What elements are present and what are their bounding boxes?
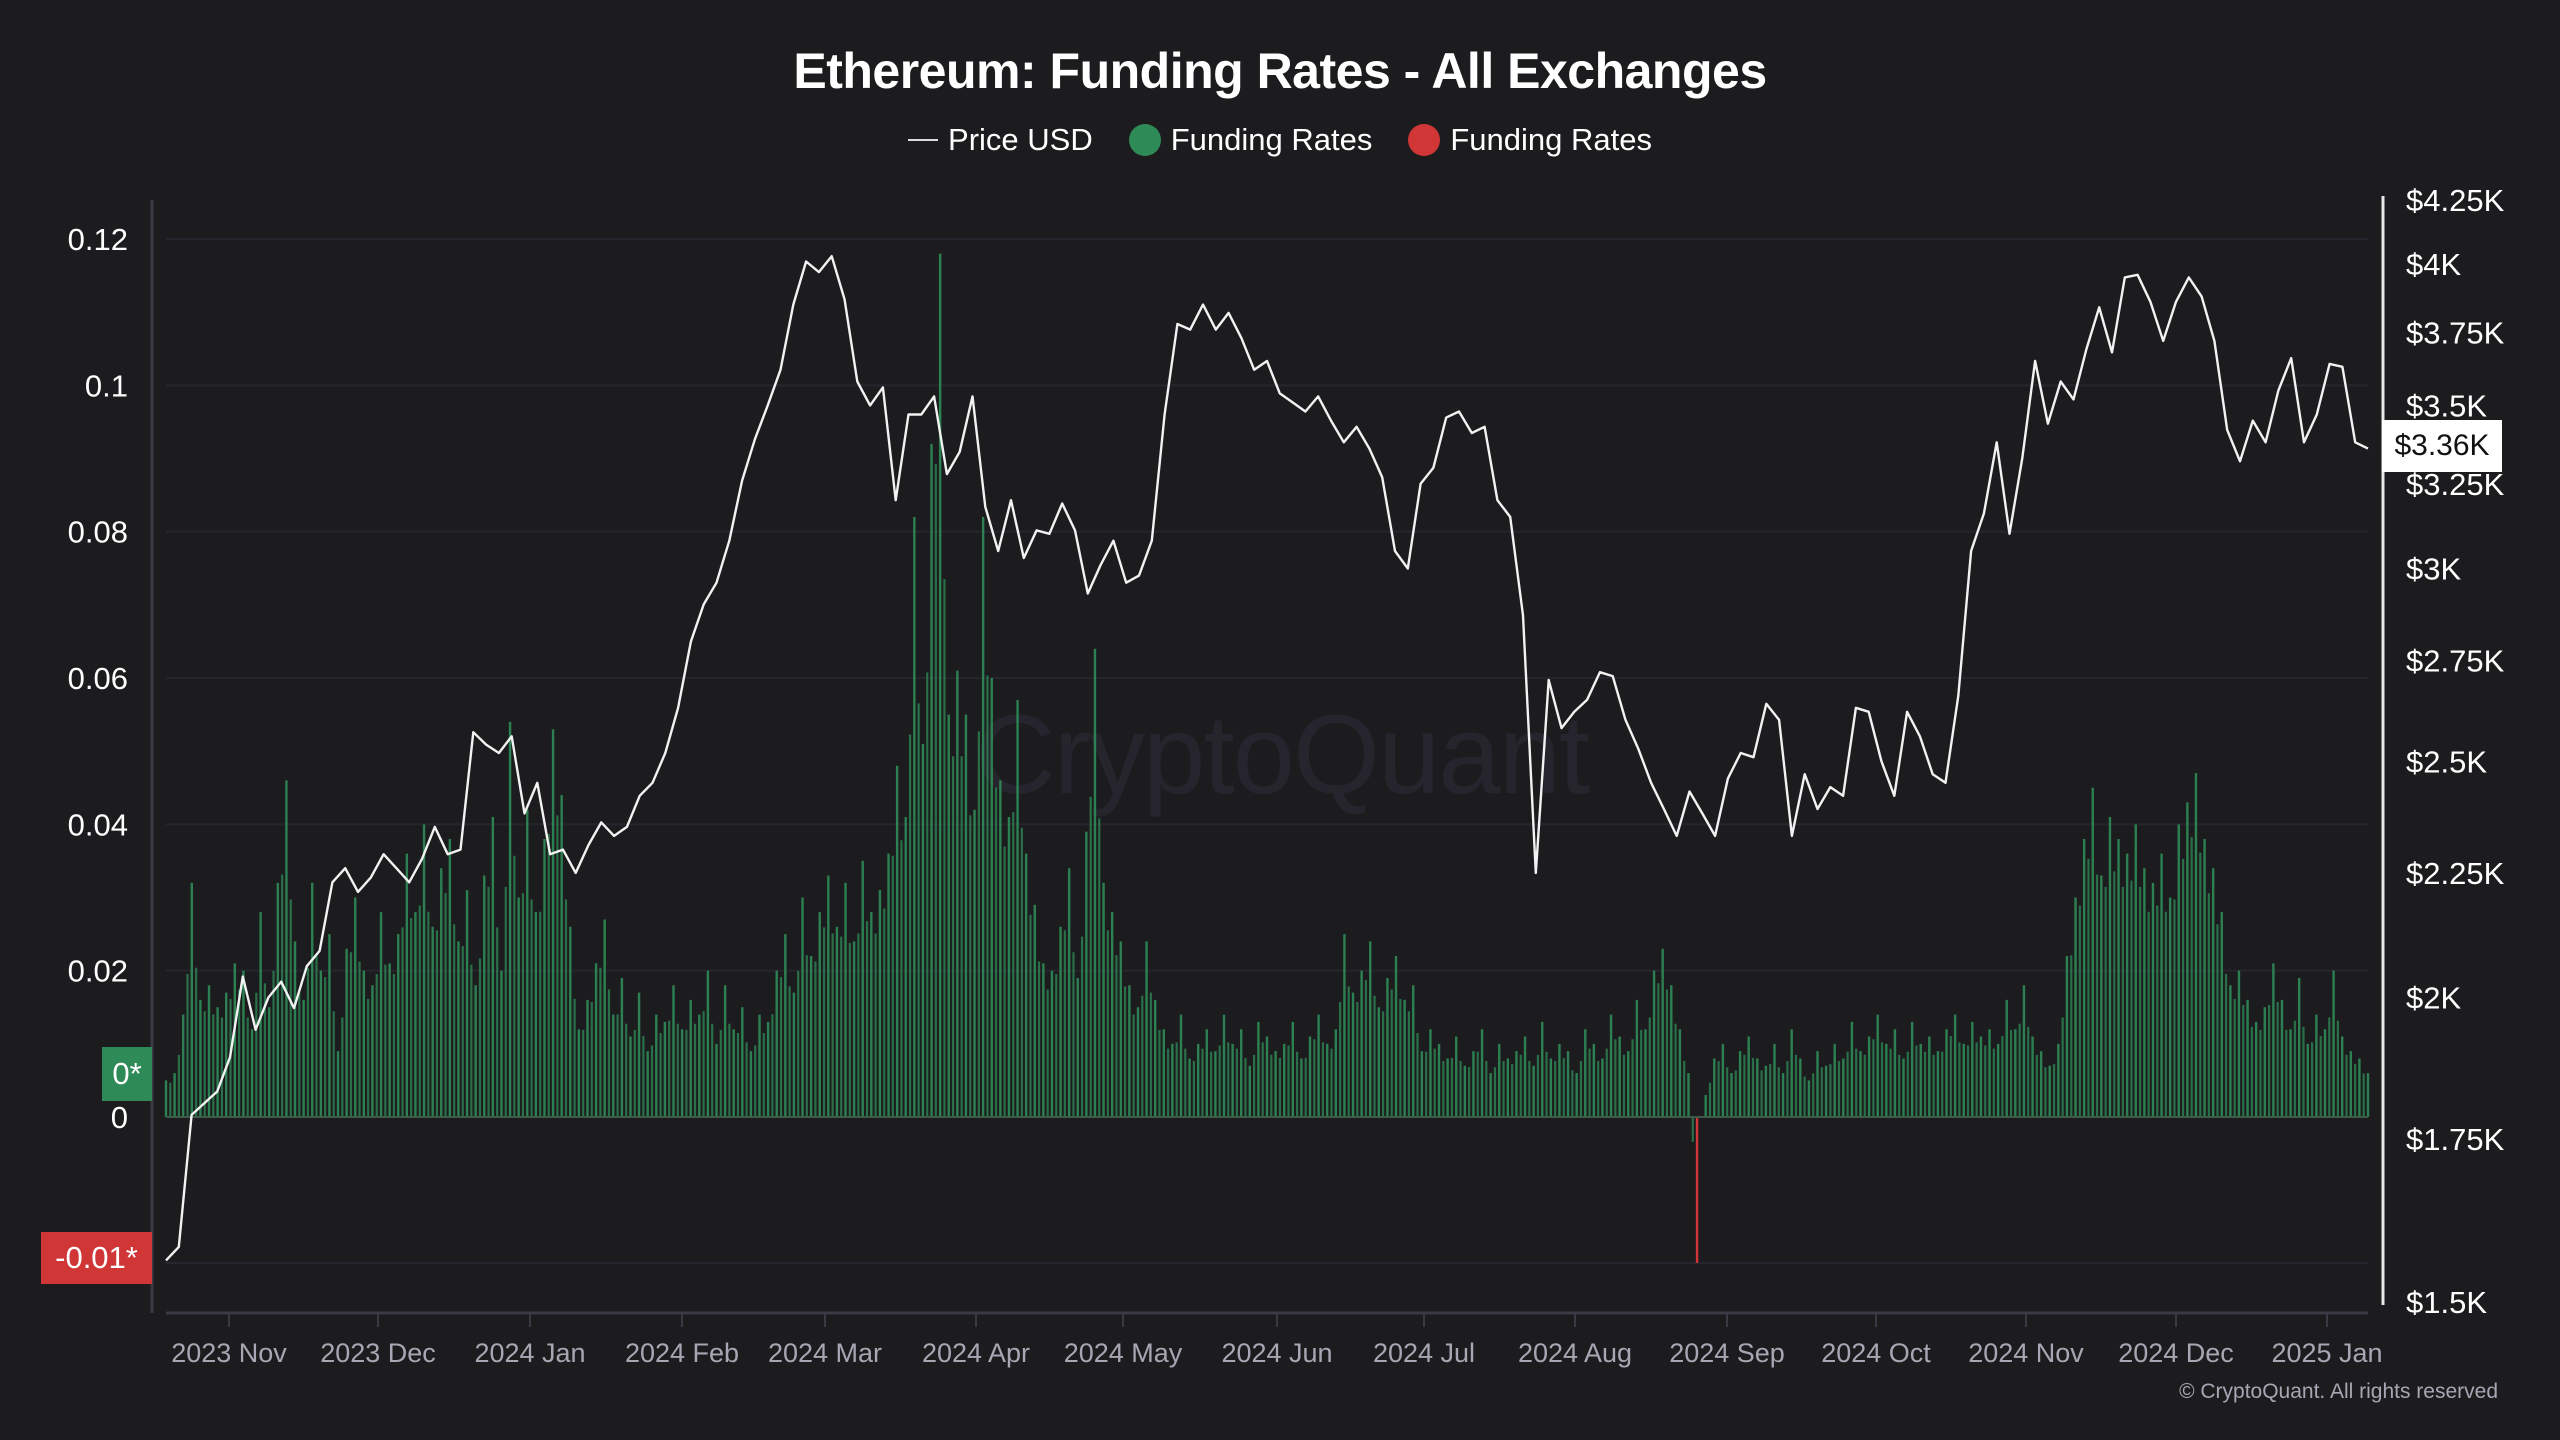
x-axis-tick: 2024 Oct [1821,1338,1931,1368]
right-axis-tick: $1.5K [2406,1285,2487,1320]
red-dot-icon [1408,124,1441,156]
x-axis-tick: 2024 Nov [1968,1338,2084,1368]
right-axis-tick: $2.5K [2406,744,2487,779]
legend-label: Funding Rates [1170,122,1373,157]
x-axis-tick: 2025 Jan [2271,1338,2382,1368]
negative-marker-badge: -0.01* [41,1232,152,1284]
left-axis-tick: 0 [111,1100,128,1135]
left-axis-tick: 0.08 [68,515,128,550]
right-axis-tick: $2.25K [2406,856,2505,891]
legend-label: Price USD [948,122,1093,157]
right-axis-tick: $2K [2406,980,2461,1015]
legend-label: Funding Rates [1450,122,1652,157]
x-axis-tick: 2024 Aug [1518,1338,1632,1368]
left-axis-tick: 0.06 [68,661,128,696]
x-axis-tick: 2024 Jan [474,1338,585,1368]
legend-item-funding-positive[interactable]: Funding Rates [1128,122,1373,158]
legend-item-price[interactable]: Price USD [908,122,1093,158]
right-axis-tick: $1.75K [2406,1122,2505,1157]
watermark: CryptoQuant [975,692,1590,817]
x-axis-tick: 2024 Mar [768,1338,882,1368]
green-dot-icon [1128,124,1161,156]
chart-title: Ethereum: Funding Rates - All Exchanges [793,43,1767,99]
x-axis-tick: 2024 Jun [1221,1338,1332,1368]
right-axis-tick: $3.25K [2406,467,2505,502]
x-axis-tick: 2024 Feb [625,1338,739,1368]
right-axis-tick: $4K [2406,247,2461,282]
current-price-tag: $3.36K [2382,420,2502,472]
x-axis-tick: 2024 Jul [1373,1338,1475,1368]
x-axis-tick: 2023 Nov [171,1338,287,1368]
right-axis-tick: $3K [2406,552,2461,587]
right-axis-tick: $4.25K [2406,183,2505,218]
x-axis-tick: 2024 Sep [1669,1338,1785,1368]
x-axis-tick: 2023 Dec [320,1338,436,1368]
legend-item-funding-negative[interactable]: Funding Rates [1408,122,1652,158]
left-axis-tick: 0.12 [68,222,128,257]
left-axis-tick: 0.1 [85,368,128,403]
left-axis-tick: 0.02 [68,954,128,989]
line-icon [908,139,939,141]
x-axis-tick: 2024 Dec [2118,1338,2234,1368]
right-axis-tick: $3.5K [2406,388,2487,423]
legend: Price USD Funding Rates Funding Rates [0,122,2560,158]
x-axis-tick: 2024 May [1064,1338,1183,1368]
right-axis-tick: $3.75K [2406,315,2505,350]
x-axis-tick: 2024 Apr [922,1338,1030,1368]
copyright-footer: © CryptoQuant. All rights reserved [2179,1380,2498,1403]
price-line [165,255,2369,1262]
zero-marker-badge: 0* [102,1047,152,1101]
right-axis-tick: $2.75K [2406,644,2505,679]
left-axis-tick: 0.04 [68,807,128,842]
funding-bars [164,253,2370,1263]
